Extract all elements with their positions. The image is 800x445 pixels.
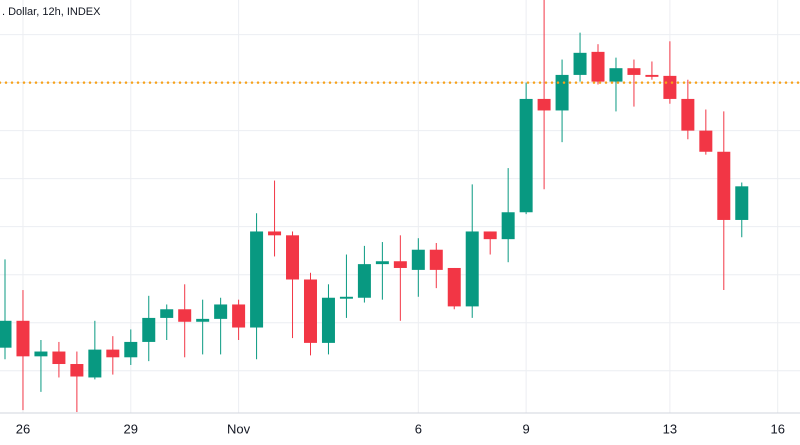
candle-body: [393, 261, 407, 268]
x-tick-label: 26: [16, 421, 30, 436]
candle-body: [0, 320, 12, 348]
x-tick-label: 9: [523, 421, 530, 436]
candle-body: [286, 235, 300, 280]
x-tick-label: 16: [770, 421, 784, 436]
candles: [0, 0, 749, 413]
candle-body: [537, 98, 551, 111]
candle-body: [717, 151, 731, 220]
candle-body: [411, 249, 425, 270]
candle-body: [627, 68, 641, 75]
candle-body: [681, 98, 695, 131]
candle-body: [357, 264, 371, 298]
candle-body: [70, 364, 84, 377]
candle-body: [160, 309, 174, 318]
candle-body: [321, 297, 335, 343]
candle-body: [609, 68, 623, 82]
x-tick-label: 29: [124, 421, 138, 436]
candle-body: [573, 52, 587, 75]
candle-body: [735, 186, 749, 220]
candle-body: [591, 51, 605, 82]
candle-body: [339, 296, 353, 299]
candle-body: [375, 261, 389, 265]
candle-body: [699, 130, 713, 152]
candle-body: [663, 75, 677, 99]
candle-body: [142, 317, 156, 342]
candle-body: [268, 231, 282, 236]
x-tick-label: 13: [663, 421, 677, 436]
candle-body: [34, 351, 48, 357]
candle-body: [52, 351, 66, 365]
candle-body: [88, 349, 102, 378]
candle-body: [483, 231, 497, 240]
chart-title: . Dollar, 12h, INDEX: [2, 6, 101, 18]
candle-body: [465, 231, 479, 307]
candle-body: [106, 349, 120, 358]
candle-body: [232, 304, 246, 328]
candle-body: [519, 98, 533, 213]
candle-body: [16, 320, 30, 357]
candle-body: [645, 74, 659, 77]
candle-body: [250, 231, 264, 328]
candle-body: [124, 341, 138, 358]
candle-body: [196, 318, 210, 322]
candle-body: [178, 309, 192, 322]
candle-body: [447, 267, 461, 307]
candle-body: [555, 74, 569, 111]
candle-body: [214, 304, 228, 319]
candle-body: [429, 249, 443, 270]
x-tick-label: Nov: [227, 421, 251, 436]
x-tick-label: 6: [415, 421, 422, 436]
candle-body: [501, 212, 515, 240]
candle-body: [303, 279, 317, 343]
